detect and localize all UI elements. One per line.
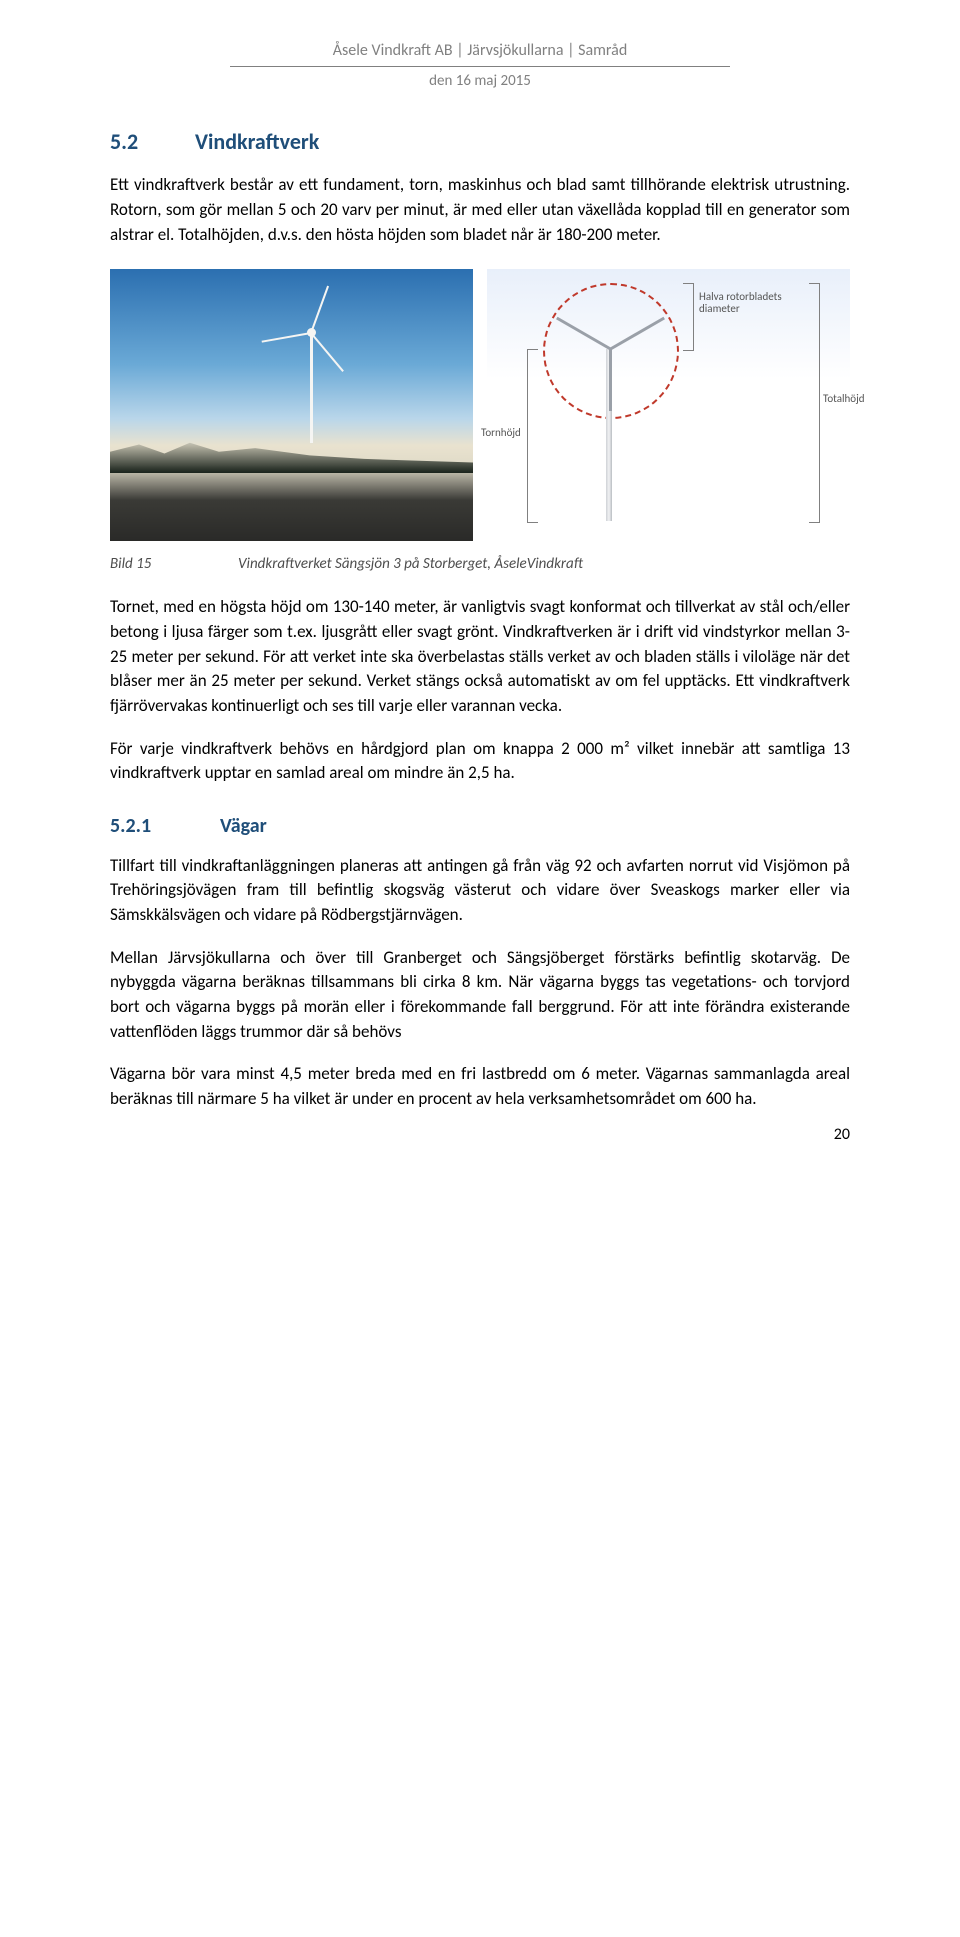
section-number: 5.2 [110, 128, 195, 155]
header-rule [230, 66, 730, 67]
paragraph-skotarvag: Mellan Järvsjökullarna och över till Gra… [110, 946, 850, 1045]
figure-caption-text: Vindkraftverket Sängsjön 3 på Storberget… [238, 555, 583, 573]
photo-sky [110, 269, 473, 541]
section-heading: 5.2Vindkraftverk [110, 128, 850, 155]
figure-photo [110, 269, 473, 541]
page-number: 20 [834, 1125, 850, 1144]
figure-number: Bild 15 [110, 555, 238, 573]
section-title: Vindkraftverk [195, 128, 319, 155]
paragraph-plan: För varje vindkraftverk behövs en hårdgj… [110, 737, 850, 786]
diagram-label-halva: Halva rotorbladets diameter [699, 291, 799, 315]
diagram-brace-torn [527, 349, 538, 523]
figure-diagram: Halva rotorbladets diameter Totalhöjd To… [487, 269, 850, 541]
figure-caption: Bild 15Vindkraftverket Sängsjön 3 på Sto… [110, 555, 850, 573]
diagram-brace-total [809, 283, 820, 523]
header-title: Åsele Vindkraft AB | Järvsjökullarna | S… [333, 41, 627, 60]
paragraph-vagbredd: Vägarna bör vara minst 4,5 meter breda m… [110, 1062, 850, 1111]
diagram-label-totalhojd: Totalhöjd [823, 393, 865, 405]
header-subtitle: den 16 maj 2015 [110, 71, 850, 92]
subsection-number: 5.2.1 [110, 814, 220, 838]
page-header: Åsele Vindkraft AB | Järvsjökullarna | S… [110, 40, 850, 92]
diagram-label-tornhojd: Tornhöjd [481, 427, 521, 439]
photo-turbine-pole [310, 331, 313, 443]
subsection-title: Vägar [220, 814, 267, 838]
diagram-blade [609, 349, 612, 411]
paragraph-torn: Tornet, med en högsta höjd om 130-140 me… [110, 595, 850, 718]
diagram-brace-halva [683, 283, 694, 351]
figure-row: Halva rotorbladets diameter Totalhöjd To… [110, 269, 850, 541]
paragraph-tillfart: Tillfart till vindkraftanläggningen plan… [110, 854, 850, 928]
subsection-heading: 5.2.1Vägar [110, 814, 850, 838]
paragraph-intro: Ett vindkraftverk består av ett fundamen… [110, 173, 850, 247]
